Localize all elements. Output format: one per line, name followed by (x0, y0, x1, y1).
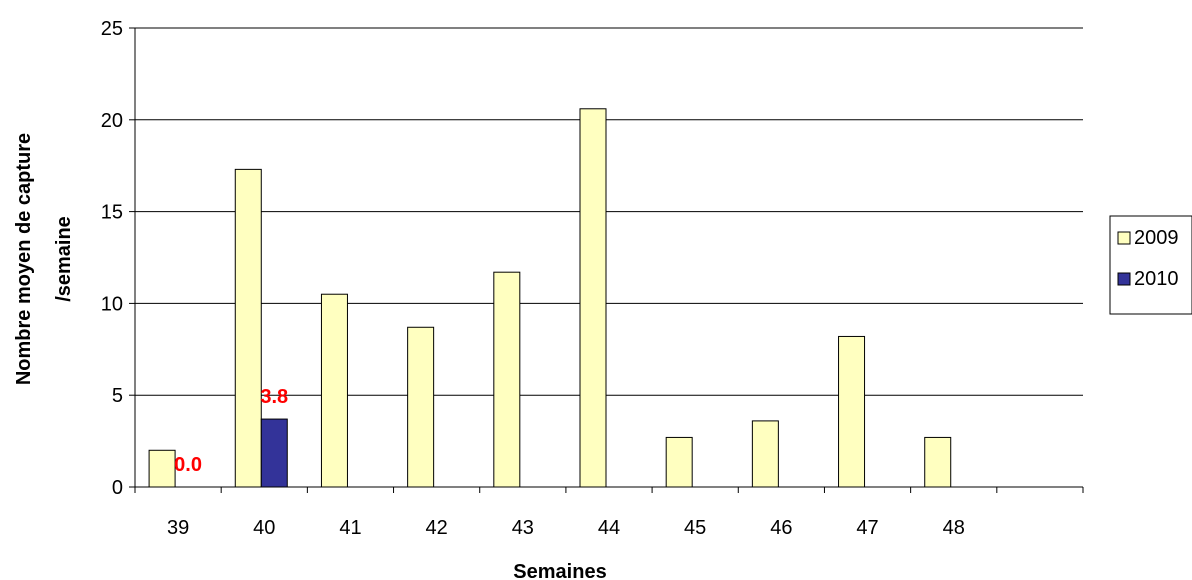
bar-2010-40 (260, 418, 288, 488)
bar-2009-43 (493, 271, 521, 488)
data-label-2010-40: 3.8 (260, 386, 288, 408)
gridlines (135, 27, 1083, 396)
bar-2009-48 (924, 436, 952, 488)
x-tick-label: 43 (512, 517, 534, 539)
legend: 2009 2010 (1109, 215, 1192, 315)
bar-2009-44 (579, 108, 607, 488)
x-tick-label: 41 (339, 517, 361, 539)
legend-label-2009: 2009 (1134, 227, 1179, 249)
data-label-2010-39: 0.0 (174, 454, 202, 476)
y-tick-labels: 0 5 10 15 20 25 (101, 18, 123, 499)
y-tick-label: 25 (101, 18, 123, 40)
y-tick-label: 10 (101, 293, 123, 315)
bar-2009-39 (148, 449, 176, 488)
bar-2009-40 (234, 168, 262, 488)
x-tick-label: 42 (426, 517, 448, 539)
y-axis-title: Nombre moyen de capture (13, 133, 35, 385)
axes (129, 27, 1084, 493)
legend-label-2010: 2010 (1134, 268, 1179, 290)
x-tick-label: 48 (943, 517, 965, 539)
y-tick-label: 0 (112, 477, 123, 499)
y-tick-label: 20 (101, 110, 123, 132)
x-tick-labels: 39 40 41 42 43 44 45 46 47 48 (167, 517, 965, 539)
y-tick-label: 15 (101, 202, 123, 224)
x-axis-title: Semaines (513, 561, 606, 580)
x-tick-label: 46 (770, 517, 792, 539)
data-labels: 0.0 3.8 (174, 386, 288, 476)
bar-2009-45 (665, 436, 693, 488)
bar-2009-46 (751, 420, 779, 488)
bar-2009-41 (320, 293, 348, 488)
legend-swatch-2010 (1117, 272, 1131, 286)
y-tick-label: 5 (112, 385, 123, 407)
bar-2009-42 (407, 326, 435, 488)
legend-swatch-2009 (1117, 231, 1131, 245)
bars (148, 108, 952, 488)
x-tick-label: 40 (253, 517, 275, 539)
x-tick-label: 47 (856, 517, 878, 539)
y-axis-title-line2: /semaine (53, 216, 75, 302)
x-tick-label: 44 (598, 517, 620, 539)
x-tick-label: 45 (684, 517, 706, 539)
bar-2009-47 (838, 335, 866, 488)
x-tick-label: 39 (167, 517, 189, 539)
